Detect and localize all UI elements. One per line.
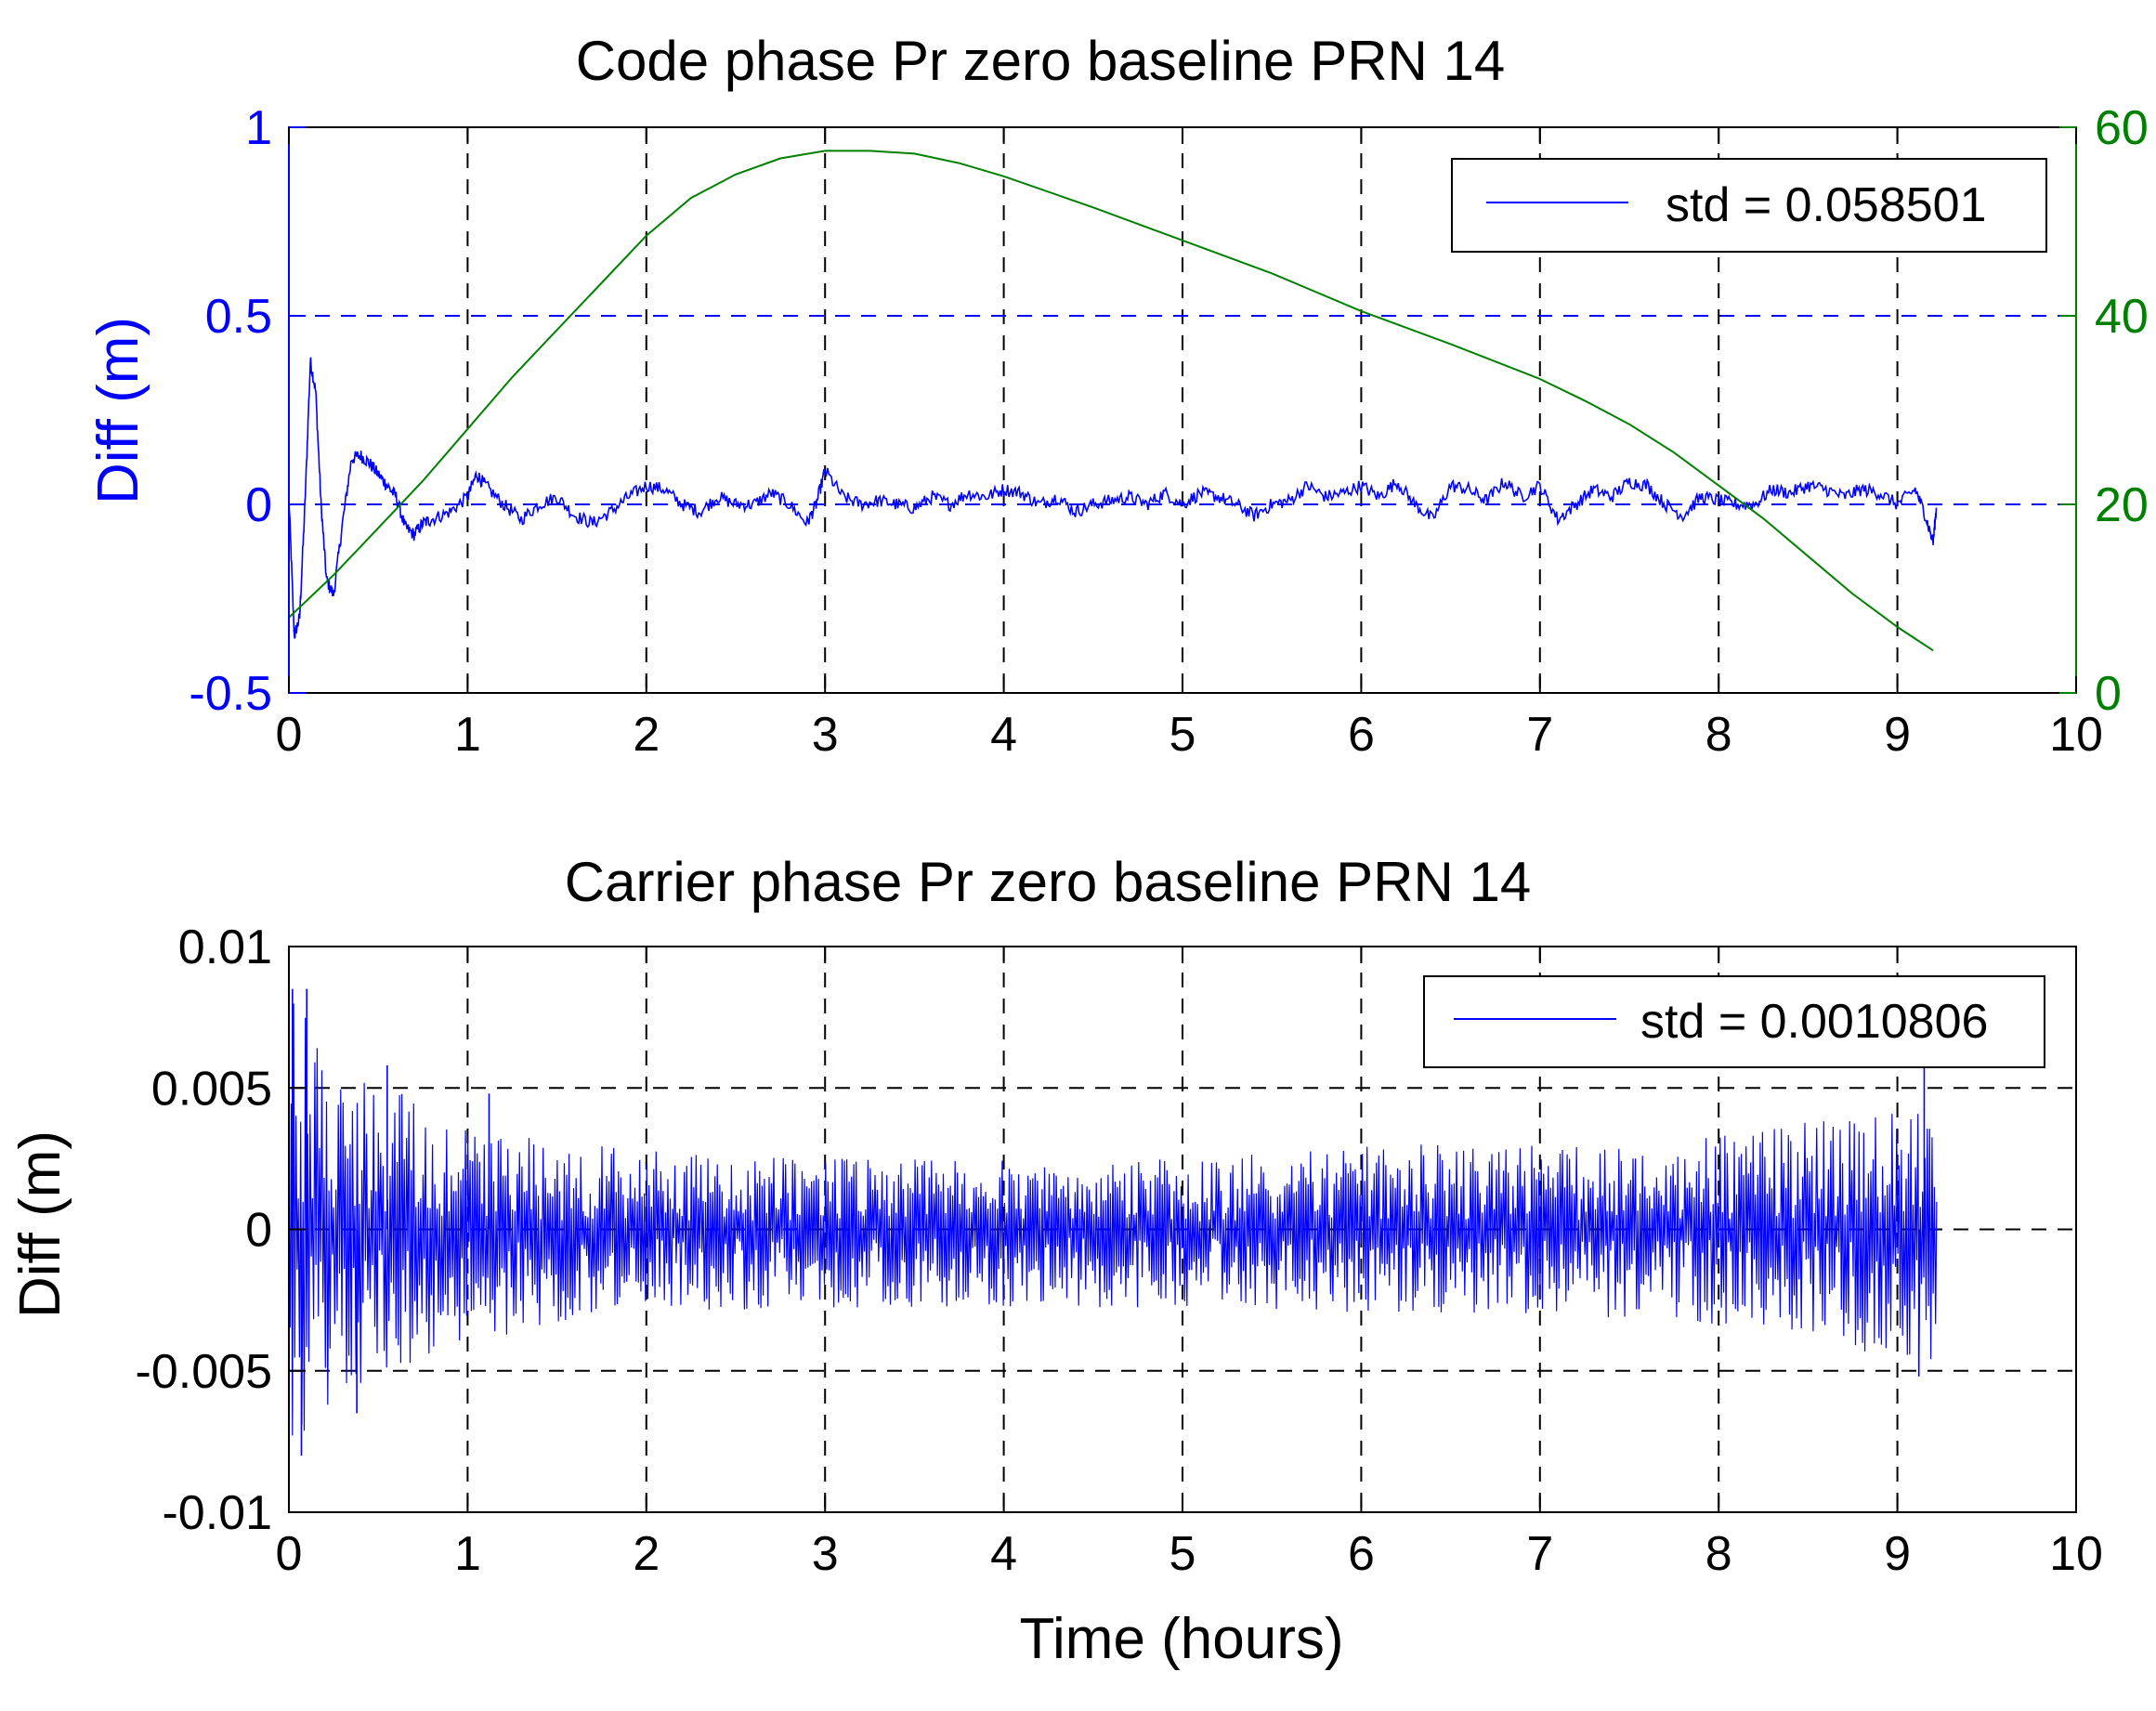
carrier-phase-y-tick-label: -0.01 — [162, 1486, 272, 1540]
code-phase-y2-tick-label: 60 — [2095, 101, 2149, 155]
carrier-phase-y-tick-label: 0 — [245, 1204, 272, 1258]
carrier-phase-title: Carrier phase Pr zero baseline PRN 14 — [565, 851, 1531, 913]
elevation-line — [288, 150, 1934, 652]
code-phase-x-tick-label: 1 — [454, 708, 481, 762]
code-phase-legend-box — [1451, 158, 2047, 253]
carrier-phase-x-tick-label: 6 — [1348, 1527, 1375, 1581]
carrier-phase-x-tick-label: 2 — [633, 1527, 660, 1581]
code-phase-y2-tick-label: 0 — [2095, 667, 2122, 721]
carrier-phase-x-tick-label: 7 — [1526, 1527, 1553, 1581]
carrier-phase-series — [288, 988, 1938, 1456]
code-phase-x-tick-label: 9 — [1884, 708, 1911, 762]
code-phase-y-axis-label: Diff (m) — [86, 317, 150, 504]
carrier-phase-legend-label: std = 0.0010806 — [1640, 995, 1988, 1049]
code-phase-x-tick-label: 4 — [990, 708, 1017, 762]
code-phase-x-tick-label: 10 — [2049, 708, 2103, 762]
carrier-phase-x-tick-label: 9 — [1884, 1527, 1911, 1581]
code-phase-x-tick-label: 0 — [276, 708, 303, 762]
carrier-phase-diff-line — [288, 1003, 1938, 1436]
carrier-phase-x-axis-label: Time (hours) — [1019, 1607, 1343, 1671]
carrier-phase-y-tick-label: 0.005 — [151, 1062, 272, 1116]
carrier-phase-legend: std = 0.0010806 — [1423, 975, 2045, 1068]
code-phase-panel: Code phase Pr zero baseline PRN 14 0 1 2 3 4… — [86, 30, 2149, 762]
carrier-phase-x-tick-label: 8 — [1705, 1527, 1732, 1581]
code-phase-y2-tick-label: 20 — [2095, 478, 2149, 532]
code-phase-series — [288, 150, 1938, 652]
carrier-phase-ticks: 0 1 2 3 4 5 6 7 8 9 10 -0.01 -0.005 0 0.005 0.01 — [136, 921, 2103, 1581]
code-phase-legend-label: std = 0.058501 — [1666, 178, 1987, 232]
carrier-phase-x-tick-label: 3 — [812, 1527, 839, 1581]
code-phase-x-tick-label: 8 — [1705, 708, 1732, 762]
code-phase-x-tick-label: 2 — [633, 708, 660, 762]
code-phase-diff-line — [288, 357, 1938, 639]
code-phase-y-tick-label: 0 — [245, 478, 272, 532]
carrier-phase-y-tick-label: -0.005 — [136, 1345, 272, 1399]
code-phase-title: Code phase Pr zero baseline PRN 14 — [576, 30, 1506, 92]
code-phase-x-tick-label: 5 — [1169, 708, 1196, 762]
code-phase-y-tick-label: -0.5 — [189, 667, 272, 721]
code-phase-y-tick-label: 0.5 — [205, 290, 272, 344]
carrier-phase-y-tick-label: 0.01 — [178, 921, 272, 974]
code-phase-x-tick-label: 7 — [1526, 708, 1553, 762]
code-phase-x-tick-label: 6 — [1348, 708, 1375, 762]
carrier-phase-panel: Carrier phase Pr zero baseline PRN 14 0 1… — [8, 851, 2103, 1671]
carrier-phase-legend-box — [1423, 975, 2045, 1068]
carrier-phase-x-tick-label: 5 — [1169, 1527, 1196, 1581]
carrier-phase-x-tick-label: 1 — [454, 1527, 481, 1581]
carrier-phase-y-axis-label: Diff (m) — [8, 1130, 72, 1318]
carrier-phase-x-tick-label: 10 — [2049, 1527, 2103, 1581]
code-phase-y2-tick-label: 40 — [2095, 290, 2149, 344]
code-phase-y-tick-label: 1 — [245, 101, 272, 155]
carrier-phase-x-tick-label: 4 — [990, 1527, 1017, 1581]
code-phase-legend: std = 0.058501 — [1451, 158, 2047, 253]
code-phase-x-tick-label: 3 — [812, 708, 839, 762]
carrier-phase-x-tick-label: 0 — [276, 1527, 303, 1581]
